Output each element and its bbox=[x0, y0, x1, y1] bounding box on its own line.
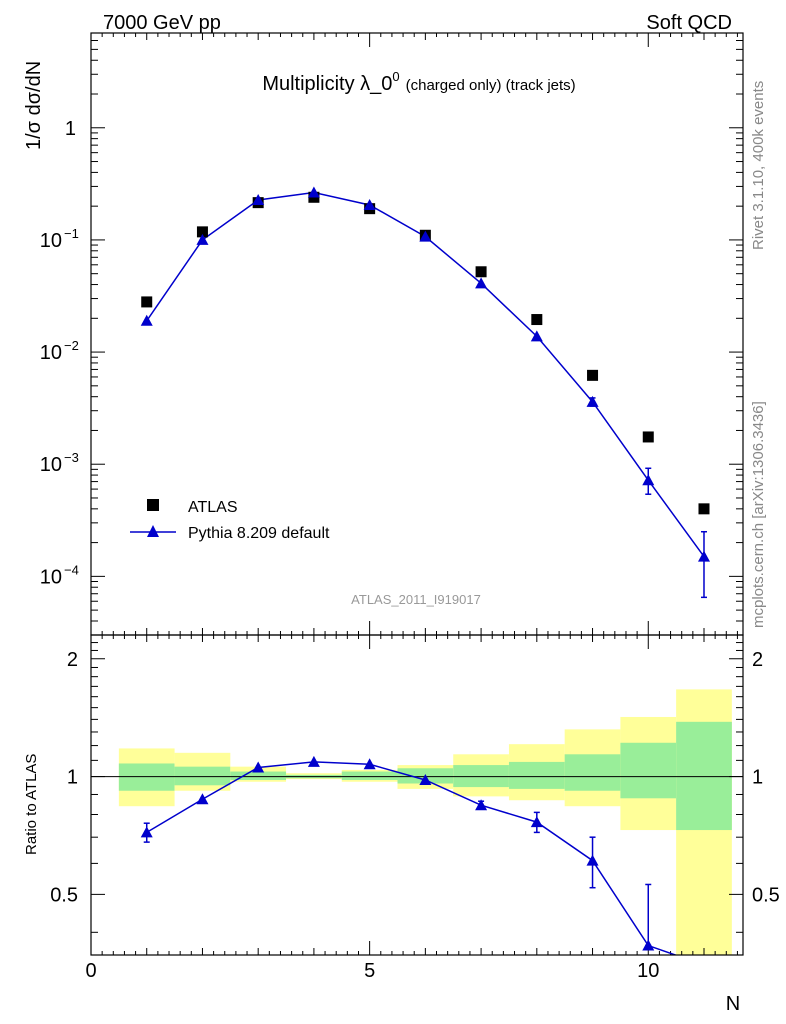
y-tick-label: 10 bbox=[40, 454, 62, 476]
ratio-band-inner bbox=[230, 771, 287, 780]
x-tick-label: 0 bbox=[85, 960, 96, 982]
ratio-band-inner bbox=[118, 763, 175, 791]
mc-point bbox=[697, 550, 710, 562]
analysis-watermark: ATLAS_2011_I919017 bbox=[351, 592, 481, 607]
rivet-label: Rivet 3.1.10, 400k events bbox=[750, 81, 767, 250]
ratio-point bbox=[642, 939, 655, 951]
x-tick-label: 10 bbox=[637, 960, 659, 982]
y-tick-exponent: −1 bbox=[64, 226, 79, 241]
y-tick-exponent: −2 bbox=[64, 338, 79, 353]
mc-point bbox=[196, 233, 209, 245]
ratio-y-tick-label-right: 2 bbox=[752, 649, 763, 671]
data-point bbox=[642, 431, 654, 443]
mc-point bbox=[419, 230, 432, 242]
mc-point bbox=[363, 198, 376, 210]
legend-mc-marker bbox=[147, 525, 159, 537]
x-axis-label: N bbox=[726, 993, 740, 1015]
title-main: Multiplicity λ_0 bbox=[262, 73, 392, 95]
legend-mc-label: Pythia 8.209 default bbox=[188, 525, 330, 542]
legend-data-label: ATLAS bbox=[188, 499, 238, 516]
ratio-y-axis-label: Ratio to ATLAS bbox=[23, 754, 40, 855]
ratio-y-tick-label: 1 bbox=[67, 767, 78, 789]
main-series bbox=[140, 186, 710, 599]
mc-point bbox=[475, 277, 488, 289]
main-axes: 10 −410 −310 −210 −11 bbox=[40, 32, 743, 636]
title-sub: (charged only) (track jets) bbox=[406, 77, 576, 94]
header-energy-label: 7000 GeV pp bbox=[103, 12, 221, 34]
x-tick-label: 5 bbox=[364, 960, 375, 982]
legend-data-marker bbox=[147, 499, 159, 511]
ratio-point bbox=[307, 755, 320, 767]
ratio-band-inner bbox=[676, 721, 732, 831]
ratio-point bbox=[252, 761, 265, 773]
ratio-band-inner bbox=[174, 766, 231, 786]
data-point bbox=[475, 266, 487, 278]
ratio-point bbox=[419, 773, 432, 785]
y-tick-exponent: −3 bbox=[64, 450, 79, 465]
mcplots-label: mcplots.cern.ch [arXiv:1306.3436] bbox=[750, 401, 767, 628]
mc-point bbox=[307, 186, 320, 198]
mc-point bbox=[140, 314, 153, 326]
y-tick-label: 1 bbox=[65, 118, 76, 140]
ratio-band-inner bbox=[508, 761, 565, 789]
ratio-axes: 0 5 10 0.5 0.5 1 1 2 2 bbox=[50, 635, 780, 982]
mc-point bbox=[586, 395, 599, 407]
ratio-series-clipped bbox=[140, 755, 710, 970]
plot-title: Multiplicity λ_00 (charged only) (track j… bbox=[262, 69, 575, 95]
y-tick-label: 10 bbox=[40, 230, 62, 252]
data-point bbox=[698, 503, 710, 515]
ratio-point bbox=[475, 799, 488, 811]
ratio-y-tick-label-right: 0.5 bbox=[752, 884, 780, 906]
ratio-point bbox=[363, 758, 376, 770]
main-y-axis-label: 1/σ dσ/dN bbox=[23, 61, 45, 150]
mc-point bbox=[530, 330, 543, 342]
data-point bbox=[531, 314, 543, 326]
y-tick-label: 10 bbox=[40, 342, 62, 364]
ratio-point bbox=[140, 826, 153, 838]
title-superscript: 0 bbox=[392, 69, 399, 84]
ratio-point bbox=[698, 959, 710, 970]
ratio-band-inner bbox=[620, 742, 677, 799]
ratio-band-inner bbox=[564, 754, 621, 791]
y-tick-label: 10 bbox=[40, 566, 62, 588]
header-process-label: Soft QCD bbox=[646, 12, 732, 34]
ratio-y-tick-label-right: 1 bbox=[752, 767, 763, 789]
ratio-point bbox=[586, 854, 599, 866]
data-point bbox=[196, 226, 208, 238]
mc-point bbox=[252, 193, 265, 205]
ratio-frame bbox=[90, 634, 744, 956]
ratio-uncertainty-bands bbox=[118, 689, 732, 955]
ratio-series bbox=[140, 755, 710, 970]
mc-point bbox=[642, 474, 655, 486]
ratio-point bbox=[530, 816, 543, 828]
ratio-band-inner bbox=[341, 771, 398, 780]
main-frame bbox=[90, 32, 744, 636]
data-point bbox=[587, 369, 599, 381]
y-tick-exponent: −4 bbox=[64, 562, 79, 577]
legend: ATLAS Pythia 8.209 default bbox=[130, 499, 330, 542]
ratio-y-tick-label: 2 bbox=[67, 649, 78, 671]
data-point bbox=[141, 296, 153, 308]
ratio-point bbox=[196, 793, 209, 805]
ratio-y-tick-label: 0.5 bbox=[50, 884, 78, 906]
